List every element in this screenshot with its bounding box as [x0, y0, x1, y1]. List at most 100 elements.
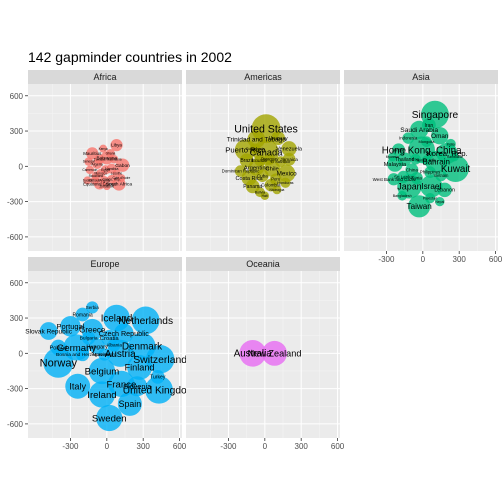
- point-label: Slovenia: [123, 382, 152, 391]
- point-label: Albania: [106, 343, 122, 349]
- point-label: Taiwan: [407, 202, 432, 211]
- point-label: Sudan: [83, 179, 92, 183]
- point-iran: [421, 118, 436, 133]
- point-haiti: [260, 191, 270, 200]
- y-tick-label: 0: [19, 162, 24, 171]
- point-label: Serbia: [86, 305, 99, 310]
- point-label: Lebanon: [434, 188, 455, 194]
- x-tick-label: -300: [62, 442, 79, 451]
- point-label: Libya: [111, 143, 122, 148]
- point-label: Thailand: [395, 157, 415, 163]
- point-slovak-republic: [39, 322, 58, 340]
- point-label: Jamaica: [280, 157, 298, 163]
- point-label: Myanmar: [386, 155, 400, 159]
- point-label: Philippines: [420, 170, 440, 175]
- point-label: Dominican Republic: [222, 169, 260, 174]
- y-tick-label: -600: [7, 420, 24, 429]
- point-label: Indonesia: [399, 136, 418, 141]
- x-tick-label: 600: [331, 442, 345, 451]
- point-peru: [269, 173, 282, 186]
- point-label: Chile: [265, 167, 278, 173]
- point-label: India: [447, 142, 456, 146]
- x-tick-label: 0: [263, 442, 268, 451]
- point-label: Brazil: [240, 158, 253, 164]
- point-israel: [420, 175, 443, 198]
- point-west-bank-and-gaza: [387, 173, 400, 186]
- point-australia: [239, 339, 267, 367]
- point-label: Slovak Republic: [25, 328, 72, 335]
- point-label: Haiti: [262, 194, 269, 198]
- point-label: Iran: [425, 123, 434, 129]
- point-label: Zimbabwe: [99, 184, 114, 188]
- facet-strip: [28, 70, 182, 84]
- point-label: Equatorial Guinea: [83, 181, 116, 186]
- point-thailand: [397, 152, 412, 167]
- point-label: Trinidad and Tobago: [227, 137, 286, 144]
- point-sudan: [83, 176, 92, 185]
- point-label: Pakistan: [423, 196, 437, 200]
- point-label: Ireland: [87, 390, 116, 401]
- point-label: France: [106, 379, 136, 390]
- point-kuwait: [442, 155, 469, 183]
- point-label: Saudi Arabia: [400, 127, 438, 134]
- point-dominican-republic: [234, 165, 247, 177]
- point-label: Syria: [412, 176, 423, 181]
- facet-strip-label: Europe: [90, 259, 119, 269]
- point-label: Puerto Rico: [225, 146, 265, 155]
- point-label: Iraq: [412, 157, 419, 162]
- point-label: Singapore: [412, 110, 459, 121]
- point-label: Hong Kong, China: [382, 145, 462, 156]
- point-label: Croatia: [100, 336, 120, 342]
- point-label: Swaziland: [89, 174, 104, 178]
- point-label: West Bank and Gaza: [373, 177, 416, 182]
- y-tick-label: 600: [10, 279, 24, 288]
- point-label: Kuwait: [441, 164, 471, 175]
- point-iraq: [410, 153, 421, 165]
- x-tick-label: -300: [378, 255, 395, 264]
- point-label: Bahrain: [422, 157, 450, 166]
- point-label: Lesotho: [111, 172, 123, 176]
- point-label: Netherlands: [118, 316, 173, 327]
- point-label: Cuba: [257, 173, 268, 178]
- point-label: Israel: [421, 182, 441, 191]
- point-label: United Kingdom: [123, 385, 195, 396]
- y-tick-label: 0: [19, 349, 24, 358]
- x-tick-label: 600: [489, 255, 503, 264]
- point-label: Mexico: [277, 171, 298, 178]
- point-label: Cameroon: [82, 168, 97, 172]
- point-gabon: [115, 158, 130, 172]
- point-label: El Salvador: [271, 159, 292, 164]
- point-czech-republic: [114, 323, 134, 344]
- facet-strip: [186, 257, 340, 271]
- point-label: Poland: [49, 345, 67, 351]
- point-yemen-rep: [421, 155, 432, 166]
- x-tick-label: 600: [173, 442, 187, 451]
- point-label: Nicaragua: [270, 188, 285, 192]
- point-denmark: [128, 332, 156, 360]
- panel-background: [344, 84, 498, 251]
- y-tick-label: -300: [7, 385, 24, 394]
- point-jamaica: [282, 152, 296, 166]
- point-label: Ecuador: [252, 158, 268, 163]
- point-label: Paraguay: [261, 157, 279, 162]
- point-senegal: [84, 157, 93, 166]
- point-label: Egypt: [101, 168, 110, 172]
- point-spain: [117, 391, 142, 416]
- point-label: Switzerland: [133, 355, 187, 366]
- point-label: Germany: [57, 343, 97, 354]
- point-label: Czech Republic: [99, 330, 150, 338]
- point-label: Oman: [431, 133, 449, 140]
- point-cameroon: [85, 165, 95, 175]
- point-italy: [65, 373, 91, 399]
- point-label: Bolivia: [255, 190, 266, 194]
- x-tick-label: 300: [295, 442, 309, 451]
- point-portugal: [60, 316, 81, 337]
- point-label: Peru: [271, 177, 281, 182]
- point-label: Greece: [79, 326, 106, 335]
- point-norway: [43, 347, 74, 378]
- facet-strip: [344, 70, 498, 84]
- point-label: Turkey: [150, 375, 166, 381]
